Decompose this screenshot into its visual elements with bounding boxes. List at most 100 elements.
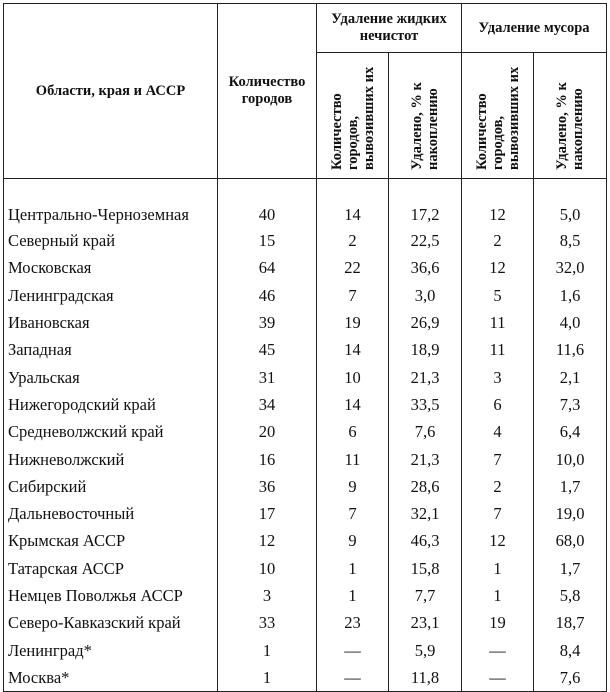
header-garbage-cities-text: Количество городов, вывозивших их	[473, 66, 522, 170]
header-liquid-pct: Удалено, % к накоплению	[387, 52, 463, 179]
cities-cell: 12	[217, 527, 317, 555]
garbage-cities-cell: 7	[461, 445, 535, 473]
cities-cell: 20	[217, 418, 317, 446]
garbage-cities-cell: 1	[461, 581, 535, 610]
liquid-cities-cell: 9	[316, 472, 389, 500]
liquid-cities-cell: 6	[316, 418, 389, 446]
table-row: Москва* 1—11,8—7,6	[3, 663, 608, 692]
garbage-cities-cell: 3	[461, 363, 535, 391]
region-cell: Немцев Поволжья АССР	[3, 581, 218, 610]
garbage-cities-cell: 11	[461, 336, 535, 364]
liquid-pct-cell: 32,1	[387, 499, 463, 528]
cities-cell: 1	[217, 636, 317, 664]
region-cell: Татарская АССР	[3, 554, 218, 582]
garbage-cities-cell: 2	[461, 227, 535, 255]
garbage-cities-cell: 12	[461, 527, 535, 555]
liquid-pct-cell: 21,3	[387, 445, 463, 473]
region-cell: Северный край	[3, 227, 218, 255]
garbage-cities-cell: 1	[461, 554, 535, 582]
garbage-pct-cell: 8,4	[533, 636, 608, 664]
liquid-pct-cell: 7,7	[387, 581, 463, 610]
table-row: Центрально-Черноземная 40 14 17,2 12 5,0	[3, 178, 608, 227]
liquid-cities-cell: 14	[316, 336, 389, 364]
table-row: Северный край 15 2 22,5 2 8,5	[3, 227, 608, 255]
liquid-cities-cell: 7	[316, 499, 389, 528]
header-region: Области, края и АССР	[3, 3, 218, 179]
header-liquid-group: Удаление жидких нечистот	[315, 3, 463, 53]
table-row: Татарская АССР 10 1 15,8 1 1,7	[3, 554, 608, 582]
sanitation-table: Области, края и АССР Количество городов …	[3, 3, 608, 692]
header-garbage-pct-text: Удалено, % к накоплению	[554, 82, 587, 170]
garbage-pct-cell: 18,7	[533, 609, 608, 637]
garbage-pct-cell: 7,6	[533, 663, 608, 692]
liquid-pct-cell: 33,5	[387, 390, 463, 419]
liquid-pct-cell: 7,6	[387, 418, 463, 446]
region-cell: Москва*	[3, 663, 218, 692]
liquid-pct-cell: 21,3	[387, 363, 463, 391]
header-cities-count: Количество городов	[217, 3, 317, 179]
region-cell: Дальневосточный	[3, 499, 218, 528]
region-cell: Западная	[3, 336, 218, 364]
liquid-cities-cell: 14	[316, 178, 389, 227]
cities-cell: 15	[217, 227, 317, 255]
table-row: Сибирский 36 9 28,6 2 1,7	[3, 472, 608, 500]
region-cell: Средневолжский край	[3, 418, 218, 446]
garbage-cities-cell: 7	[461, 499, 535, 528]
header-liquid-cities: Количество городов, вывозивших их	[316, 52, 389, 179]
cities-cell: 31	[217, 363, 317, 391]
region-cell: Сибирский	[3, 472, 218, 500]
liquid-pct-cell: 46,3	[387, 527, 463, 555]
liquid-cities-cell: 11	[316, 445, 389, 473]
garbage-cities-cell: —	[461, 663, 535, 692]
table-row: Нижневолжский 16 11 21,3 7 10,0	[3, 445, 608, 473]
header-garbage-cities: Количество городов, вывозивших их	[461, 52, 535, 179]
liquid-cities-cell: —	[316, 636, 389, 664]
region-cell: Московская	[3, 254, 218, 282]
garbage-pct-cell: 8,5	[533, 227, 608, 255]
table-row: Западная 45 14 18,9 11 11,6	[3, 336, 608, 364]
garbage-cities-cell: 4	[461, 418, 535, 446]
liquid-pct-cell: 18,9	[387, 336, 463, 364]
garbage-pct-cell: 1,7	[533, 554, 608, 582]
liquid-pct-cell: 5,9	[387, 636, 463, 664]
liquid-cities-cell: 1	[316, 581, 389, 610]
cities-cell: 3	[217, 581, 317, 610]
garbage-pct-cell: 11,6	[533, 336, 608, 364]
liquid-cities-cell: 9	[316, 527, 389, 555]
garbage-pct-cell: 68,0	[533, 527, 608, 555]
garbage-pct-cell: 19,0	[533, 499, 608, 528]
cities-cell: 39	[217, 308, 317, 337]
header-liquid-cities-text: Количество городов, вывозивших их	[328, 66, 377, 170]
liquid-pct-cell: 11,8	[387, 663, 463, 692]
liquid-pct-cell: 22,5	[387, 227, 463, 255]
garbage-pct-cell: 1,7	[533, 472, 608, 500]
garbage-pct-cell: 10,0	[533, 445, 608, 473]
region-cell: Ивановская	[3, 308, 218, 337]
garbage-pct-cell: 5,0	[533, 178, 608, 227]
table-row: Уральская 31 10 21,3 3 2,1	[3, 363, 608, 391]
region-cell: Нижегородский край	[3, 390, 218, 419]
cities-cell: 17	[217, 499, 317, 528]
garbage-pct-cell: 6,4	[533, 418, 608, 446]
garbage-pct-cell: 5,8	[533, 581, 608, 610]
liquid-cities-cell: 14	[316, 390, 389, 419]
garbage-cities-cell: 19	[461, 609, 535, 637]
garbage-cities-cell: 5	[461, 281, 535, 309]
liquid-cities-cell: 1	[316, 554, 389, 582]
region-cell: Ленинград*	[3, 636, 218, 664]
liquid-pct-cell: 23,1	[387, 609, 463, 637]
table-row: Дальневосточный 17 7 32,1 7 19,0	[3, 499, 608, 528]
liquid-cities-cell: 7	[316, 281, 389, 309]
region-cell: Центрально-Черноземная	[3, 178, 218, 227]
garbage-cities-cell: —	[461, 636, 535, 664]
table-row: Ленинград* 1—5,9—8,4	[3, 636, 608, 664]
garbage-cities-cell: 11	[461, 308, 535, 337]
liquid-cities-cell: 2	[316, 227, 389, 255]
table-row: Московская 64 22 36,6 12 32,0	[3, 254, 608, 282]
table-row: Ленинградская 46 7 3,0 5 1,6	[3, 281, 608, 309]
garbage-pct-cell: 2,1	[533, 363, 608, 391]
garbage-pct-cell: 1,6	[533, 281, 608, 309]
cities-cell: 45	[217, 336, 317, 364]
garbage-pct-cell: 32,0	[533, 254, 608, 282]
liquid-pct-cell: 36,6	[387, 254, 463, 282]
